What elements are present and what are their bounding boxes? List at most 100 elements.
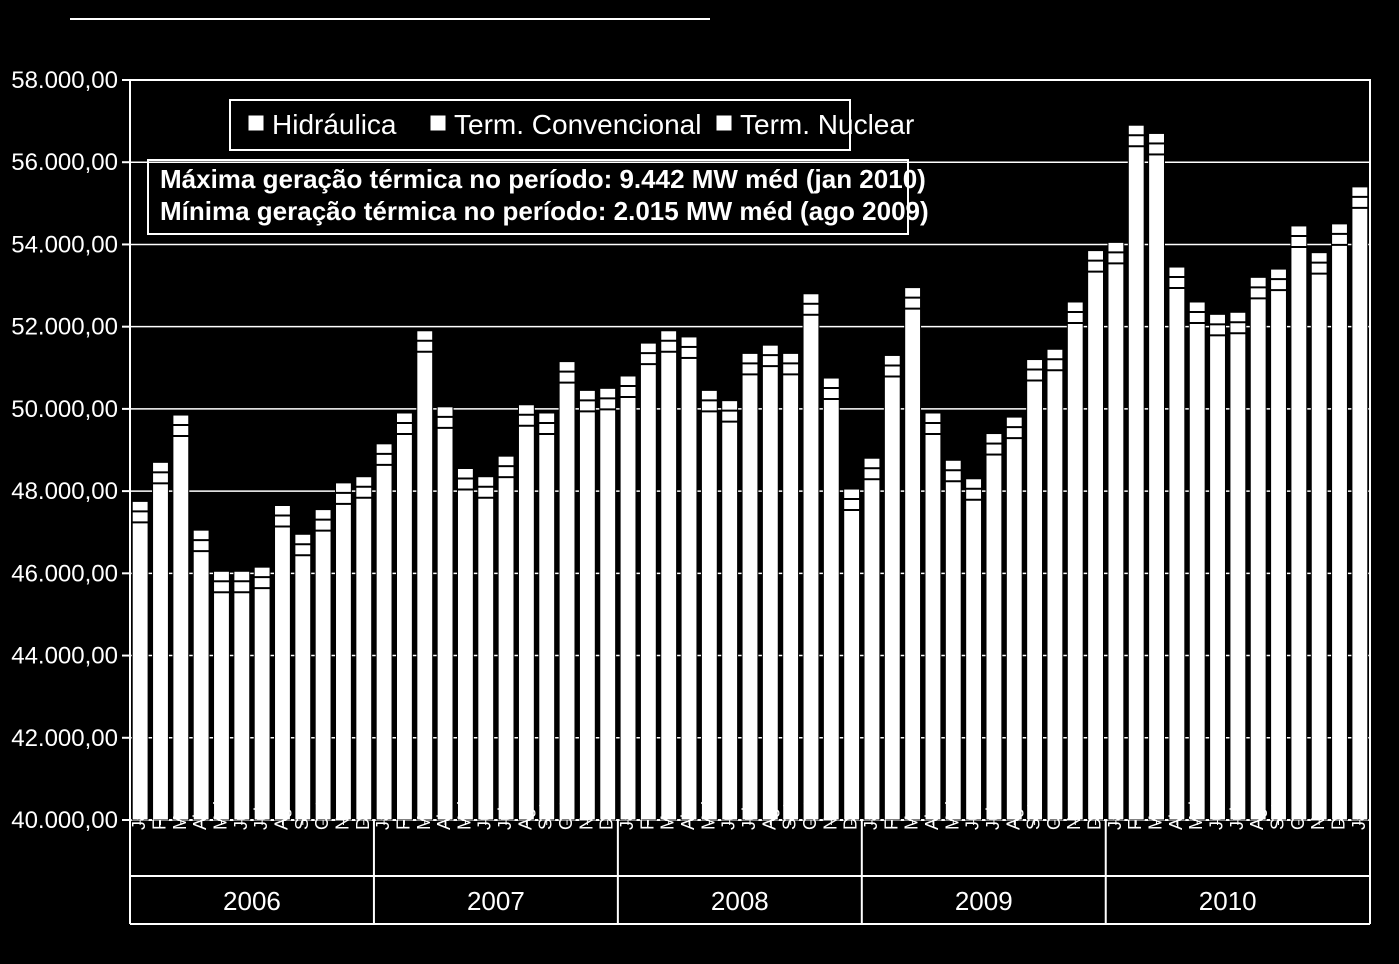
y-tick-label: 48.000,00 [11, 478, 118, 505]
month-label: Fev [1125, 800, 1145, 830]
bar [193, 530, 209, 820]
bar [1291, 226, 1307, 820]
bar [803, 294, 819, 820]
bar [457, 469, 473, 821]
bar [1067, 302, 1083, 820]
month-label: Jun [475, 801, 495, 830]
month-label: Ago [1003, 798, 1023, 830]
annotation-line: Máxima geração térmica no período: 9.442… [160, 164, 926, 194]
month-label: Set [292, 803, 312, 830]
bar [884, 355, 900, 820]
y-tick-label: 52.000,00 [11, 314, 118, 341]
bar [1189, 302, 1205, 820]
bar [640, 343, 656, 820]
bar [600, 388, 616, 820]
legend-swatch [430, 115, 446, 131]
bar [1027, 360, 1043, 820]
month-label: Set [1268, 803, 1288, 830]
y-tick-label: 54.000,00 [11, 231, 118, 258]
year-label: 2010 [1199, 886, 1257, 916]
month-label: Abr [678, 802, 698, 830]
month-label: Ago [515, 798, 535, 830]
annotation-line: Mínima geração térmica no período: 2.015… [160, 196, 929, 226]
month-label: Jan [129, 801, 149, 830]
month-label: Jul [983, 807, 1003, 830]
month-label: Set [536, 803, 556, 830]
month-label: Dez [597, 798, 617, 830]
bar [132, 501, 148, 820]
bar [701, 390, 717, 820]
bar [1047, 349, 1063, 820]
bar [1332, 224, 1348, 820]
bar [661, 331, 677, 820]
month-label: Jul [1227, 807, 1247, 830]
bar [275, 506, 291, 821]
month-label: Nov [576, 798, 596, 830]
month-label: Jul [251, 807, 271, 830]
bar [336, 483, 352, 820]
y-tick-label: 40.000,00 [11, 807, 118, 834]
year-label: 2008 [711, 886, 769, 916]
month-label: Dez [1329, 798, 1349, 830]
bar [986, 434, 1002, 820]
month-label: Ago [759, 798, 779, 830]
bar [1088, 251, 1104, 820]
bar [254, 567, 270, 820]
month-label: Fev [637, 800, 657, 830]
bar [783, 353, 799, 820]
month-label: Mai [698, 801, 718, 830]
month-label: Out [1288, 801, 1308, 830]
month-label: Fev [393, 800, 413, 830]
month-label: Mar [1146, 799, 1166, 830]
month-label: Mar [902, 799, 922, 830]
month-label: Out [1044, 801, 1064, 830]
month-label: Jan [1105, 801, 1125, 830]
month-label: Abr [922, 802, 942, 830]
month-label: Abr [434, 802, 454, 830]
bar [478, 477, 494, 820]
legend-swatch [248, 115, 264, 131]
bar [559, 362, 575, 820]
bar [722, 401, 738, 820]
bar [1210, 314, 1226, 820]
month-label: Out [312, 801, 332, 830]
month-label: Set [780, 803, 800, 830]
bar [1128, 125, 1144, 820]
bar [905, 288, 921, 820]
bar [1108, 242, 1124, 820]
month-label: Mai [454, 801, 474, 830]
year-label: 2007 [467, 886, 525, 916]
legend-swatch [716, 115, 732, 131]
month-label: Jun [1207, 801, 1227, 830]
month-label: Dez [841, 798, 861, 830]
bar [762, 345, 778, 820]
bar [1169, 267, 1185, 820]
bar [966, 479, 982, 820]
month-label: Set [1024, 803, 1044, 830]
bar [1352, 187, 1368, 820]
month-label: Mar [170, 799, 190, 830]
bar [376, 444, 392, 820]
legend-label: Hidráulica [272, 109, 397, 140]
bar [1230, 312, 1246, 820]
bar [173, 415, 189, 820]
month-label: Dez [1085, 798, 1105, 830]
bar-chart: 40.000,0042.000,0044.000,0046.000,0048.0… [0, 0, 1399, 964]
bar [579, 390, 595, 820]
bar [1006, 417, 1022, 820]
month-label: Mai [942, 801, 962, 830]
month-label: Mai [1186, 801, 1206, 830]
month-label: Jan [861, 801, 881, 830]
bar [396, 413, 412, 820]
month-label: Ago [1247, 798, 1267, 830]
y-tick-label: 42.000,00 [11, 725, 118, 752]
bar [681, 337, 697, 820]
bar [214, 571, 230, 820]
month-label: Mar [414, 799, 434, 830]
bar [925, 413, 941, 820]
chart-container: 40.000,0042.000,0044.000,0046.000,0048.0… [0, 0, 1399, 964]
month-label: Nov [332, 798, 352, 830]
month-label: Jan [373, 801, 393, 830]
y-tick-label: 44.000,00 [11, 643, 118, 670]
bar [539, 413, 555, 820]
